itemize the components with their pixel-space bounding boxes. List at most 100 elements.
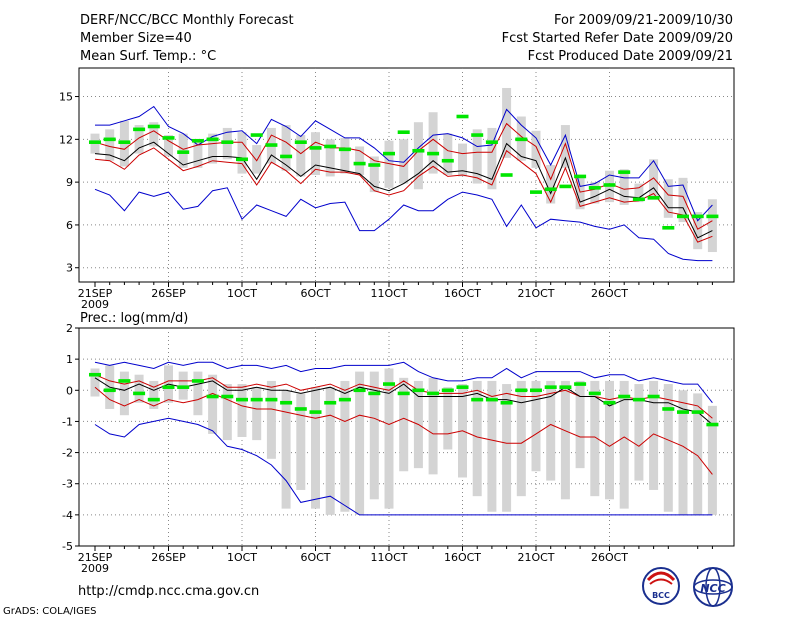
x-year-label: 2009 xyxy=(81,562,109,575)
forecast-marker xyxy=(133,127,146,132)
x-tick-label: 11OCT xyxy=(370,551,407,564)
mean-line xyxy=(94,377,713,425)
forecast-marker xyxy=(397,130,410,134)
forecast-marker xyxy=(427,151,440,156)
forecast-marker xyxy=(559,184,572,189)
precip-panel-title: Prec.: log(mm/d) xyxy=(80,311,188,326)
footer-url[interactable]: http://cmdp.ncc.cma.gov.cn xyxy=(78,584,259,599)
bcc-logo-text: BCC xyxy=(652,591,670,600)
forecast-marker xyxy=(691,214,704,219)
spread-box xyxy=(369,156,379,193)
spread-box xyxy=(355,371,365,515)
forecast-marker xyxy=(662,407,675,411)
forecast-marker xyxy=(147,124,160,129)
forecast-marker xyxy=(265,143,278,147)
forecast-marker xyxy=(177,150,190,154)
forecast-marker xyxy=(500,400,513,405)
forecast-marker xyxy=(647,196,660,200)
forecast-marker xyxy=(368,163,381,167)
forecast-marker xyxy=(280,400,293,405)
forecast-marker xyxy=(485,140,498,144)
spread-box xyxy=(325,387,335,515)
forecast-marker xyxy=(265,397,278,402)
forecast-marker xyxy=(603,400,616,405)
forecast-marker xyxy=(500,173,513,177)
temperature-panel: 3 6 9 12 15 21SEP 26SEP 1OCT 6OCT 11OCT 16OCT 21OCT… xyxy=(59,67,735,311)
forecast-marker xyxy=(706,422,719,427)
lower-red-line xyxy=(94,147,713,243)
y-tick-label: 12 xyxy=(59,133,73,146)
spread-box xyxy=(693,212,703,250)
spread-box xyxy=(443,133,453,175)
forecast-marker xyxy=(280,154,293,159)
forecast-marker xyxy=(383,151,395,156)
forecast-marker xyxy=(236,157,248,162)
x-tick-label: 16OCT xyxy=(444,287,481,300)
forecast-marker xyxy=(397,391,410,396)
spread-box xyxy=(355,146,365,175)
forecast-marker xyxy=(530,190,542,194)
spread-box xyxy=(487,127,497,190)
x-tick-label: 6OCT xyxy=(300,287,330,300)
spread-box xyxy=(693,393,703,515)
header-produced-date: Fcst Produced Date 2009/09/21 xyxy=(528,49,733,64)
x-tick-label: 21SEP xyxy=(78,551,113,564)
forecast-marker xyxy=(191,138,204,143)
spread-box xyxy=(384,368,394,509)
spread-box xyxy=(193,371,203,416)
forecast-marker xyxy=(647,394,660,399)
spread-box xyxy=(575,380,585,469)
spread-box xyxy=(619,169,629,205)
header-member-size: Member Size=40 xyxy=(80,31,192,46)
y-tick-label: -3 xyxy=(62,478,73,491)
spread-box xyxy=(487,380,497,512)
plot-frame xyxy=(78,327,735,547)
x-tick-label: 21SEP xyxy=(78,287,113,300)
spread-box xyxy=(266,380,276,459)
ncc-logo-icon: NCC xyxy=(693,567,733,607)
forecast-marker xyxy=(103,388,116,393)
spread-box xyxy=(193,139,203,168)
lower-red-line xyxy=(94,386,713,475)
forecast-marker xyxy=(162,385,175,389)
spread-box xyxy=(546,165,556,204)
spread-box xyxy=(281,125,291,171)
forecast-marker xyxy=(294,140,307,144)
spread-box xyxy=(164,135,173,157)
x-tick-label: 26OCT xyxy=(591,287,628,300)
forecast-marker xyxy=(324,144,337,149)
forecast-marker xyxy=(118,379,131,383)
spread-box xyxy=(105,129,115,161)
y-tick-label: 6 xyxy=(66,219,73,232)
spread-box xyxy=(119,371,129,416)
y-tick-label: 3 xyxy=(66,262,73,275)
forecast-marker xyxy=(250,133,263,137)
forecast-marker xyxy=(618,394,631,399)
min-line xyxy=(94,417,713,516)
forecast-marker xyxy=(89,140,101,144)
spread-box xyxy=(649,380,659,490)
spread-box xyxy=(149,380,159,409)
forecast-marker xyxy=(677,410,689,414)
forecast-marker xyxy=(456,114,469,119)
forecast-marker xyxy=(383,382,395,386)
forecast-marker xyxy=(294,407,307,411)
forecast-marker xyxy=(574,382,587,386)
plot-frame xyxy=(78,67,735,283)
x-tick-label: 6OCT xyxy=(300,551,330,564)
forecast-marker xyxy=(574,174,587,179)
spread-box xyxy=(208,133,218,164)
forecast-marker xyxy=(206,394,219,399)
forecast-marker xyxy=(515,388,528,393)
x-tick-label: 26SEP xyxy=(151,287,186,300)
header-period: For 2009/09/21-2009/10/30 xyxy=(554,13,733,28)
spread-box xyxy=(384,140,394,188)
x-tick-label: 1OCT xyxy=(227,287,257,300)
spread-box xyxy=(428,112,438,174)
spread-box xyxy=(546,380,556,481)
spread-box xyxy=(502,384,512,512)
forecast-marker xyxy=(236,397,248,402)
spread-box xyxy=(634,183,644,203)
spread-box xyxy=(369,371,379,500)
forecast-marker xyxy=(89,372,101,377)
